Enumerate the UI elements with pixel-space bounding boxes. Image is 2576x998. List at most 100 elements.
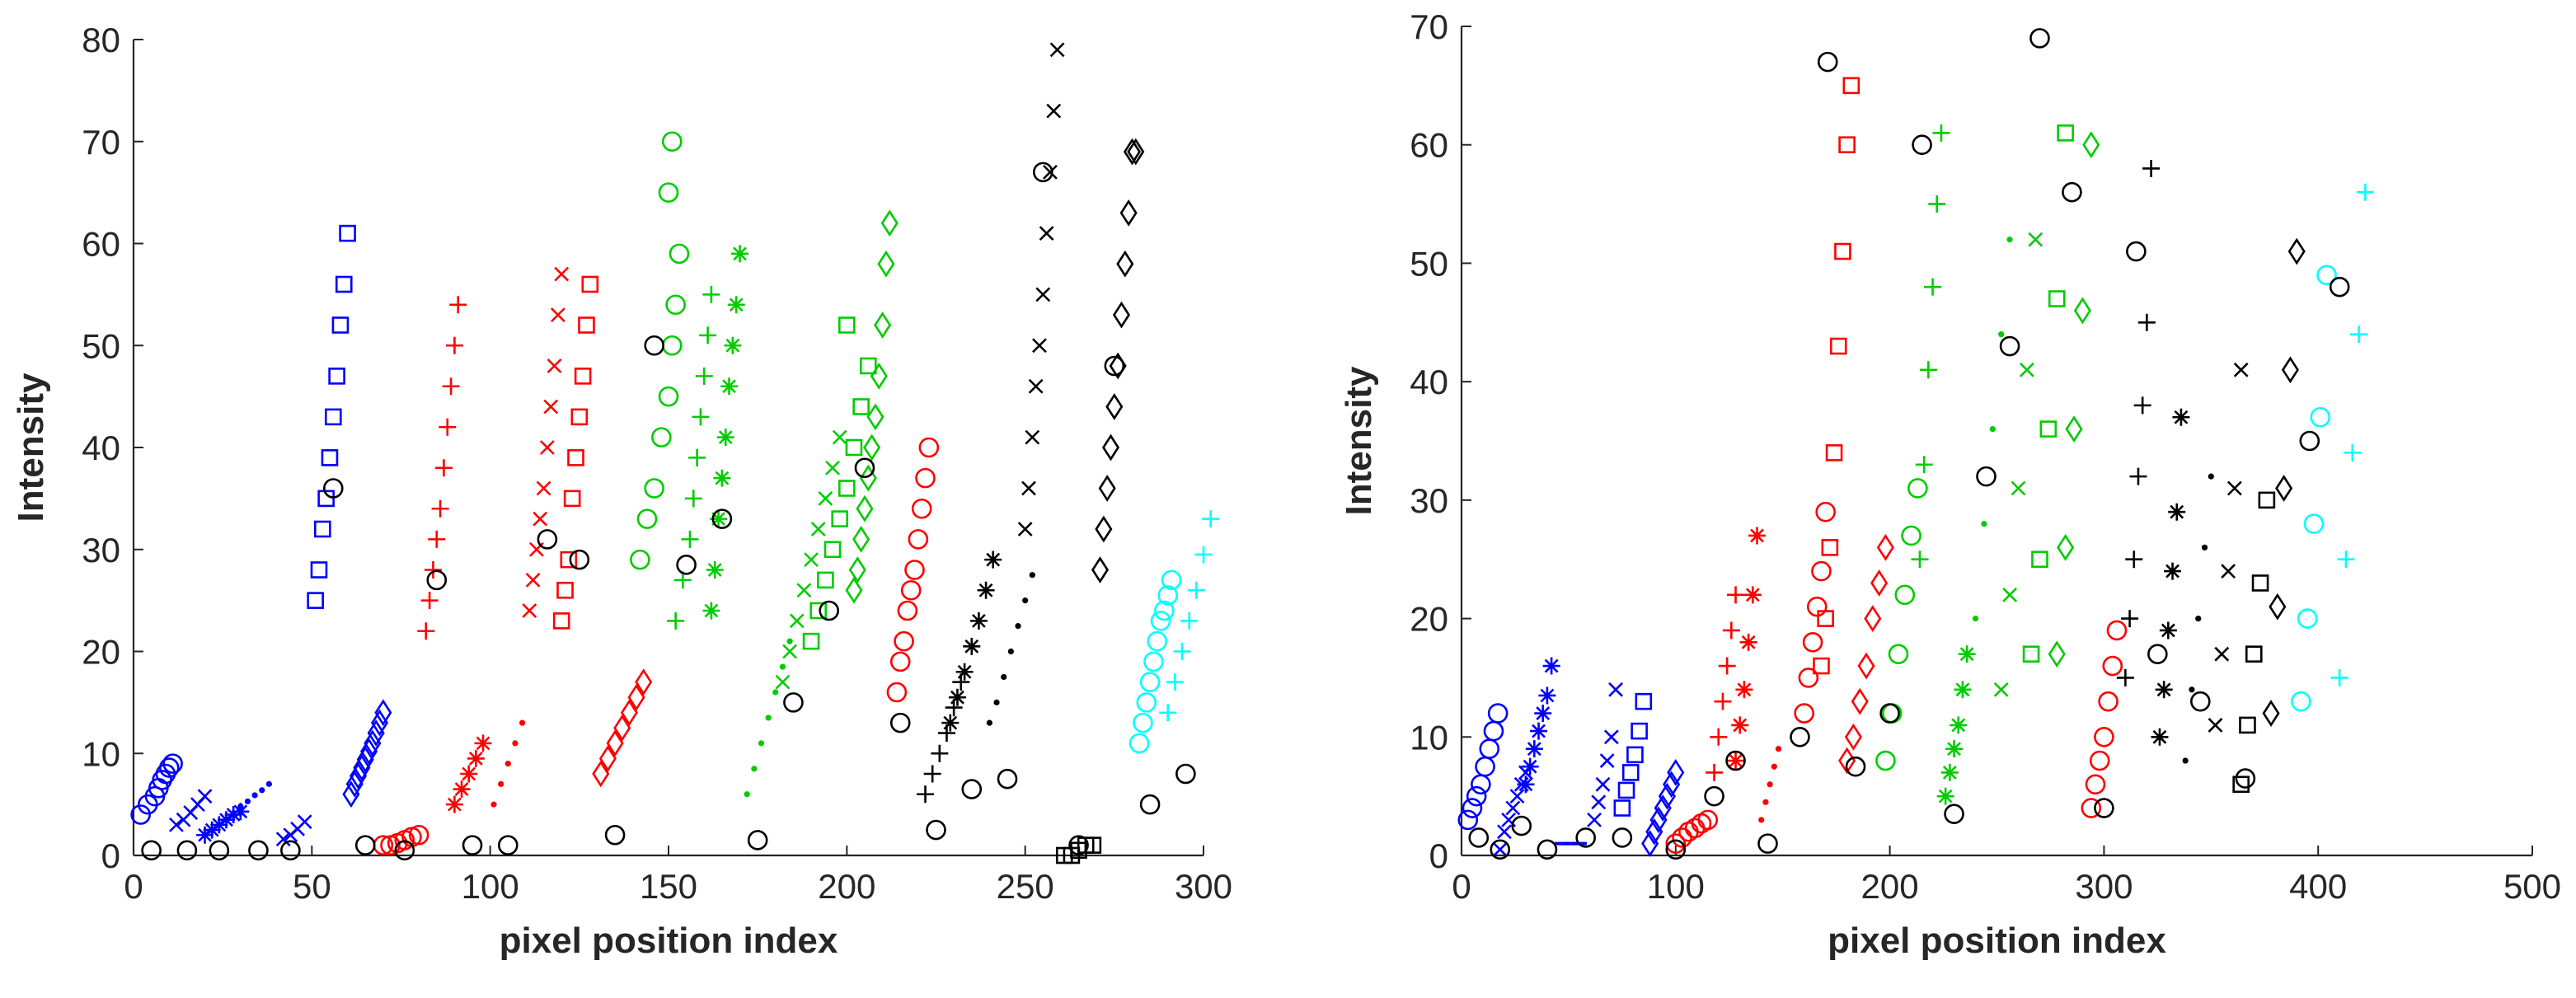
- data-point: [1725, 750, 1746, 771]
- data-point: [765, 715, 772, 721]
- data-point: [345, 770, 364, 798]
- data-point: [819, 600, 840, 621]
- data-point: [2151, 728, 2169, 746]
- data-point: [1136, 692, 1157, 713]
- data-point: [1758, 817, 1765, 823]
- data-point: [1603, 729, 1619, 745]
- data-point: [1821, 539, 1839, 556]
- data-point: [1591, 794, 1607, 810]
- data-point: [1180, 611, 1199, 630]
- data-point: [265, 780, 273, 787]
- data-point: [1159, 704, 1177, 722]
- data-point: [1595, 776, 1611, 792]
- data-point: [1958, 645, 1976, 663]
- data-point: [1509, 789, 1525, 804]
- data-point: [904, 560, 925, 580]
- data-point: [727, 296, 745, 314]
- data-point: [224, 806, 242, 823]
- series-green-circle-top: [658, 131, 683, 203]
- data-point: [1001, 673, 1007, 681]
- data-point: [1173, 643, 1191, 660]
- data-point: [2235, 768, 2256, 789]
- data-point: [1714, 692, 1732, 710]
- data-point: [474, 734, 492, 752]
- data-point: [1608, 682, 1623, 697]
- data-point: [1475, 756, 1495, 777]
- data-point: [620, 699, 638, 727]
- data-point: [2182, 757, 2189, 764]
- data-point: [1157, 585, 1179, 606]
- data-point: [894, 630, 914, 652]
- data-point: [699, 326, 717, 344]
- data-point: [2082, 131, 2100, 159]
- data-point: [1462, 798, 1483, 818]
- series-cyan-plus: [1159, 510, 1220, 722]
- data-point: [2065, 415, 2083, 443]
- data-point: [1993, 682, 2009, 697]
- data-point: [2195, 615, 2202, 622]
- data-point: [669, 243, 690, 265]
- data-point: [713, 469, 731, 487]
- data-point: [439, 418, 457, 436]
- data-point: [2226, 480, 2242, 496]
- series-red-square: [552, 275, 599, 630]
- data-point: [2094, 798, 2114, 818]
- data-point: [2168, 503, 2186, 521]
- series-red-plus: [417, 336, 463, 640]
- data-point: [877, 250, 895, 278]
- series-cyan-circle: [1128, 569, 1182, 754]
- data-point: [307, 592, 324, 609]
- data-point: [1161, 569, 1182, 591]
- data-point: [751, 766, 758, 772]
- data-point: [2028, 232, 2043, 247]
- data-point: [209, 840, 230, 861]
- series-black-x-top: [1049, 42, 1065, 58]
- data-point: [297, 814, 312, 830]
- data-point: [1119, 199, 1138, 227]
- data-point: [1817, 51, 1838, 73]
- x-tick-label: 0: [124, 867, 143, 906]
- data-point: [1017, 522, 1033, 536]
- y-tick-label: 30: [1410, 481, 1448, 520]
- data-point: [449, 296, 467, 314]
- y-tick-label: 20: [1410, 600, 1448, 639]
- data-point: [1649, 806, 1668, 834]
- data-point: [1123, 138, 1142, 166]
- data-point: [232, 803, 250, 821]
- series-blue-x-2: [1587, 682, 1623, 827]
- data-point: [2031, 551, 2048, 569]
- data-point: [1035, 287, 1051, 302]
- series-black-star: [941, 551, 1002, 732]
- x-tick-label: 200: [818, 867, 875, 906]
- data-point: [1875, 750, 1896, 771]
- data-point: [2048, 290, 2066, 307]
- series-blue-x-low: [169, 789, 213, 832]
- data-point: [356, 746, 374, 774]
- data-point: [1033, 162, 1053, 183]
- data-point: [2344, 443, 2362, 462]
- data-point: [2221, 564, 2236, 579]
- series-green-diamond: [845, 209, 899, 604]
- data-point: [779, 663, 786, 670]
- series-black-star: [2151, 408, 2190, 746]
- data-point: [360, 738, 378, 766]
- data-point: [1612, 827, 1633, 848]
- data-point: [744, 791, 750, 798]
- x-tick-label: 250: [997, 867, 1054, 906]
- data-point: [1706, 763, 1724, 781]
- data-point: [2057, 533, 2075, 561]
- series-blue-diamond: [1641, 758, 1685, 858]
- data-point: [581, 275, 599, 293]
- series-black-dot: [2182, 473, 2214, 764]
- data-point: [1534, 705, 1552, 723]
- data-point: [1989, 426, 1996, 433]
- data-point: [1658, 782, 1676, 810]
- data-point: [2281, 356, 2299, 384]
- data-point: [948, 688, 966, 706]
- data-point: [2039, 420, 2058, 438]
- data-point: [1767, 781, 1773, 788]
- data-point: [1817, 610, 1834, 627]
- data-point: [1748, 527, 1767, 545]
- data-point: [310, 561, 328, 579]
